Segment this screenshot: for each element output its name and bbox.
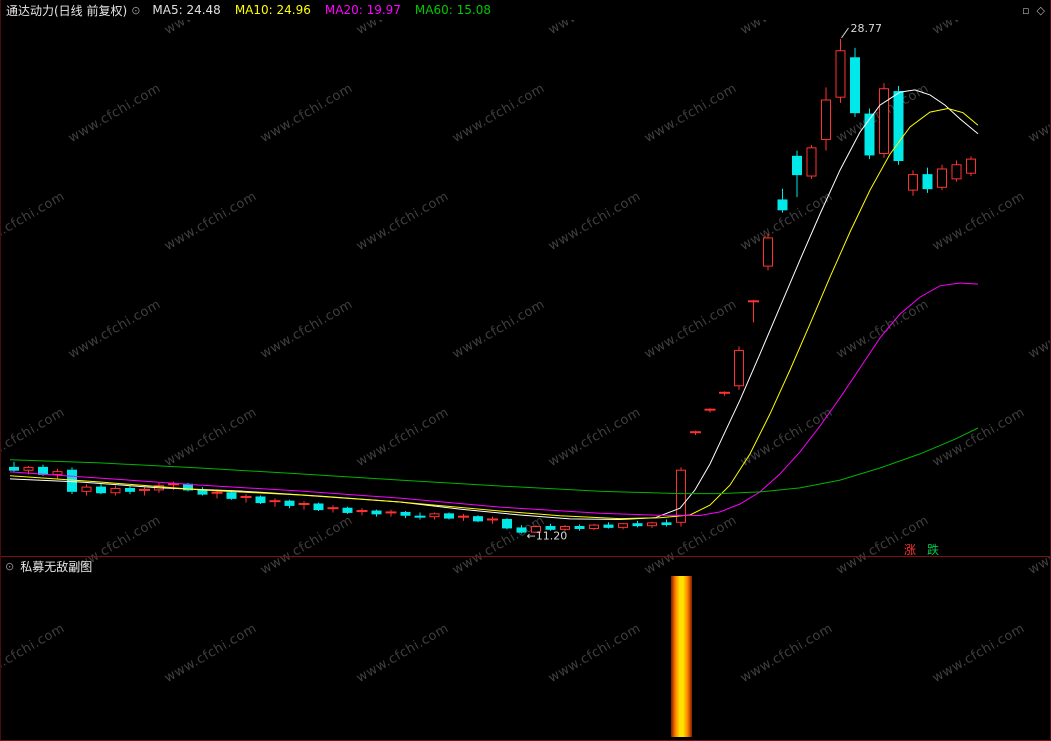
- peak-price-label: 28.77: [851, 22, 883, 35]
- candle: [966, 156, 976, 177]
- candle: [560, 525, 570, 532]
- candle: [414, 512, 426, 520]
- candle: [284, 499, 295, 509]
- candle: [502, 518, 512, 530]
- candle: [197, 487, 208, 496]
- candle: [255, 495, 266, 504]
- title-bar: 通达动力(日线 前复权) ⊙ MA5: 24.48 MA10: 24.96 MA…: [0, 0, 1051, 20]
- candle: [110, 485, 121, 496]
- candle: [125, 485, 135, 495]
- sub-chart[interactable]: [0, 576, 1051, 737]
- ma60-legend: MA60: 15.08: [414, 3, 491, 17]
- candle: [444, 512, 454, 520]
- candle: [908, 170, 918, 196]
- candle: [632, 520, 643, 528]
- window-diamond-icon[interactable]: ◇: [1036, 3, 1045, 17]
- candle: [342, 506, 353, 514]
- candle: [618, 522, 628, 530]
- candle: [937, 164, 947, 191]
- candle: [211, 489, 223, 499]
- candle: [458, 513, 469, 521]
- ma60-line: [9, 427, 979, 495]
- subchart-toggle-icon[interactable]: ⊙: [5, 560, 15, 573]
- candle: [661, 519, 672, 527]
- candle: [835, 38, 846, 103]
- ma20-line: [9, 282, 979, 517]
- candle: [719, 391, 730, 396]
- candle: [327, 505, 339, 513]
- candle: [704, 408, 716, 413]
- candle: [545, 523, 556, 531]
- ma20-legend: MA20: 19.97: [324, 3, 401, 17]
- candle: [226, 491, 237, 500]
- down-legend: 跌: [927, 543, 940, 557]
- ma10-line: [9, 107, 979, 520]
- candle: [531, 525, 541, 533]
- window-square-icon[interactable]: ▫: [1022, 3, 1030, 17]
- peak-leader-line: [841, 27, 849, 39]
- candle: [647, 521, 657, 528]
- candle: [763, 233, 773, 271]
- candle: [792, 150, 802, 198]
- candle: [356, 508, 368, 516]
- candle: [676, 467, 686, 527]
- candle: [864, 108, 875, 160]
- candle: [690, 430, 701, 436]
- candle: [821, 87, 831, 151]
- candle: [269, 498, 281, 507]
- candle: [806, 145, 817, 179]
- candle: [9, 461, 19, 472]
- candle: [574, 524, 585, 531]
- candle: [385, 509, 397, 517]
- candle: [850, 47, 860, 117]
- stock-title: 通达动力(日线 前复权): [6, 3, 128, 18]
- subchart-title: 私募无敌副图: [20, 560, 93, 574]
- candle: [429, 512, 440, 520]
- candle: [371, 509, 382, 517]
- candle: [52, 468, 63, 479]
- candle: [734, 346, 744, 390]
- candle: [313, 502, 324, 512]
- trough-price-label: ←11.20: [527, 530, 568, 543]
- main-chart[interactable]: 28.77 ←11.20: [0, 20, 1051, 557]
- candle: [240, 494, 252, 503]
- subchart-header: ⊙ 私募无敌副图: [0, 558, 1051, 575]
- candle: [96, 484, 106, 495]
- panel-separator: [0, 556, 1051, 557]
- candle: [951, 160, 962, 182]
- ma10-legend: MA10: 24.96: [234, 3, 311, 17]
- candle: [748, 299, 759, 323]
- candle: [487, 516, 498, 524]
- candle: [879, 83, 889, 158]
- candle: [893, 85, 904, 165]
- ma5-legend: MA5: 24.48: [152, 3, 221, 17]
- signal-bar: [671, 576, 692, 737]
- candle: [922, 167, 933, 193]
- period-dropdown-icon[interactable]: ⊙: [131, 3, 141, 17]
- candle: [473, 515, 483, 523]
- candle: [516, 525, 527, 534]
- candle: [589, 523, 599, 531]
- up-legend: 涨: [904, 543, 917, 557]
- ma5-line: [9, 89, 979, 521]
- candle: [400, 511, 411, 519]
- candle: [777, 188, 788, 213]
- candle: [81, 484, 92, 496]
- candle: [603, 522, 614, 529]
- candle: [298, 501, 310, 510]
- candle: [139, 487, 150, 496]
